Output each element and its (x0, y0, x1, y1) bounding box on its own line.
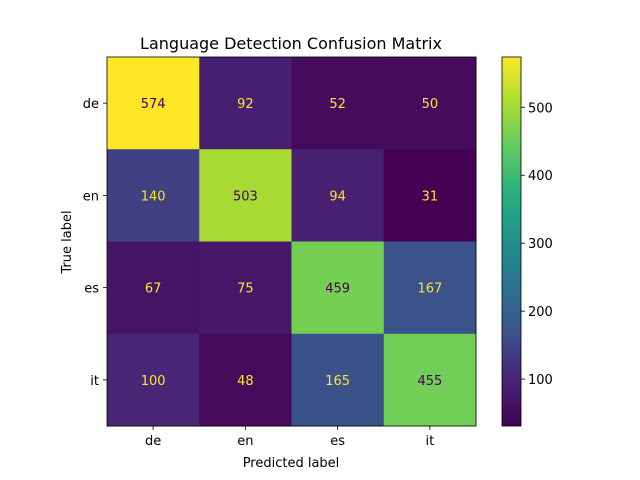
heatmap-cell (107, 241, 200, 335)
heatmap-cell (107, 57, 200, 150)
cell-value-label: 52 (329, 97, 346, 112)
colorbar-tick-label: 100 (528, 373, 553, 388)
cell-value-label: 67 (145, 282, 162, 297)
cell-value-label: 94 (329, 189, 346, 204)
cell-value-label: 140 (141, 189, 166, 204)
cell-value-label: 459 (325, 282, 350, 297)
heatmap-cell (107, 149, 200, 242)
heatmap-cell (383, 333, 477, 427)
x-tick-label: it (426, 434, 435, 449)
heatmap-cell (291, 149, 385, 242)
colorbar-tick-label: 200 (528, 305, 553, 320)
x-axis: de en es it (145, 426, 434, 449)
cell-value-label: 574 (141, 97, 166, 112)
x-tick-label: de (145, 434, 161, 449)
cell-value-label: 165 (325, 374, 350, 389)
cell-value-label: 75 (237, 282, 254, 297)
cell-value-label: 92 (237, 97, 254, 112)
y-tick-label: es (84, 282, 99, 297)
y-tick-label: de (83, 97, 99, 112)
chart-title: Language Detection Confusion Matrix (140, 34, 442, 53)
y-tick-label: it (90, 374, 99, 389)
x-axis-label: Predicted label (243, 456, 340, 471)
heatmap-cell (291, 333, 385, 427)
colorbar-tick-label: 400 (528, 169, 553, 184)
y-tick-label: en (83, 189, 99, 204)
cell-value-label: 50 (422, 97, 439, 112)
heatmap-cell (383, 149, 477, 242)
heatmap-cell (107, 333, 200, 427)
heatmap-cell (199, 57, 292, 150)
heatmap-cell (291, 57, 385, 150)
plot-frame (106, 56, 477, 427)
heatmap-cell (199, 149, 292, 242)
cell-value-label: 48 (237, 374, 254, 389)
y-axis: de en es it (83, 97, 107, 389)
y-axis-label: True label (60, 210, 75, 274)
cell-value-label: 100 (141, 374, 166, 389)
heatmap-cell (199, 241, 292, 335)
x-tick-label: es (330, 434, 345, 449)
colorbar-tick-label: 500 (528, 101, 553, 116)
cell-value-label: 455 (417, 374, 442, 389)
x-tick-label: en (237, 434, 253, 449)
heatmap-cell (383, 241, 477, 335)
colorbar (501, 56, 522, 427)
cell-value-label: 167 (417, 282, 442, 297)
heatmap-cell (199, 333, 292, 427)
heatmap-cell (291, 241, 385, 335)
cell-value-label: 503 (233, 189, 258, 204)
heatmap-cell-labels: 574 92 52 50 140 503 94 31 67 75 459 167 100 48 165 455 (141, 97, 443, 389)
heatmap-cells (107, 57, 477, 427)
colorbar-ticks: 100 200 300 400 500 (521, 101, 553, 388)
heatmap-cell (383, 57, 477, 150)
colorbar-tick-label: 300 (528, 237, 553, 252)
cell-value-label: 31 (422, 189, 439, 204)
